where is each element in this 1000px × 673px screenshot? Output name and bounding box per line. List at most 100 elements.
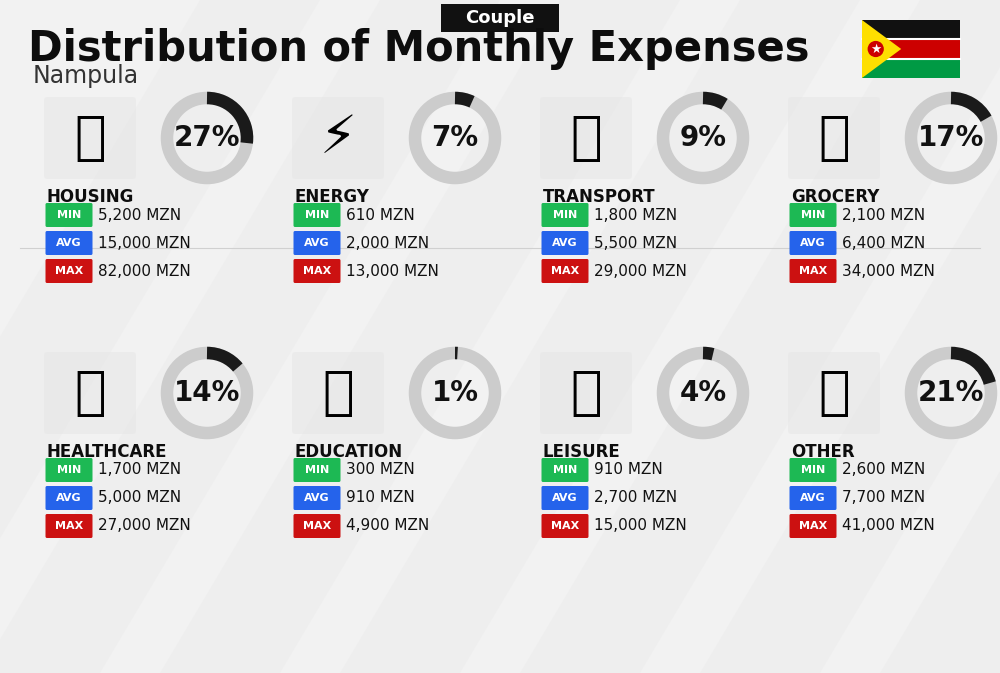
Text: 2,600 MZN: 2,600 MZN xyxy=(842,462,925,478)
FancyBboxPatch shape xyxy=(46,458,92,482)
FancyBboxPatch shape xyxy=(790,203,836,227)
Text: MIN: MIN xyxy=(57,465,81,475)
Text: 5,500 MZN: 5,500 MZN xyxy=(594,236,677,250)
Text: 610 MZN: 610 MZN xyxy=(346,207,415,223)
Text: 🎓: 🎓 xyxy=(322,367,354,419)
FancyBboxPatch shape xyxy=(294,514,340,538)
FancyBboxPatch shape xyxy=(862,39,960,59)
FancyBboxPatch shape xyxy=(294,458,340,482)
Text: MIN: MIN xyxy=(57,210,81,220)
Text: 27%: 27% xyxy=(174,124,240,152)
FancyBboxPatch shape xyxy=(294,231,340,255)
FancyBboxPatch shape xyxy=(540,352,632,434)
Text: 🏥: 🏥 xyxy=(74,367,106,419)
FancyBboxPatch shape xyxy=(862,20,960,78)
FancyBboxPatch shape xyxy=(46,486,92,510)
Text: AVG: AVG xyxy=(304,238,330,248)
Text: MIN: MIN xyxy=(801,210,825,220)
Text: MAX: MAX xyxy=(303,521,331,531)
Text: 1,700 MZN: 1,700 MZN xyxy=(98,462,181,478)
FancyBboxPatch shape xyxy=(292,97,384,179)
FancyBboxPatch shape xyxy=(294,486,340,510)
Text: MAX: MAX xyxy=(303,266,331,276)
Text: 5,200 MZN: 5,200 MZN xyxy=(98,207,181,223)
Text: 🛒: 🛒 xyxy=(818,112,850,164)
Text: 34,000 MZN: 34,000 MZN xyxy=(842,264,935,279)
FancyBboxPatch shape xyxy=(44,97,136,179)
Text: MIN: MIN xyxy=(305,465,329,475)
Text: MAX: MAX xyxy=(551,266,579,276)
FancyBboxPatch shape xyxy=(790,231,836,255)
Text: 2,000 MZN: 2,000 MZN xyxy=(346,236,429,250)
Text: 1%: 1% xyxy=(432,379,479,407)
Text: AVG: AVG xyxy=(56,493,82,503)
Text: MAX: MAX xyxy=(55,521,83,531)
Text: 300 MZN: 300 MZN xyxy=(346,462,415,478)
Text: 1,800 MZN: 1,800 MZN xyxy=(594,207,677,223)
FancyBboxPatch shape xyxy=(441,4,559,32)
Text: 7%: 7% xyxy=(431,124,479,152)
Text: 82,000 MZN: 82,000 MZN xyxy=(98,264,191,279)
Polygon shape xyxy=(520,0,1000,673)
Text: EDUCATION: EDUCATION xyxy=(295,443,403,461)
FancyBboxPatch shape xyxy=(862,20,960,39)
Text: MIN: MIN xyxy=(801,465,825,475)
Text: 4,900 MZN: 4,900 MZN xyxy=(346,518,429,534)
FancyBboxPatch shape xyxy=(542,259,588,283)
Text: 2,100 MZN: 2,100 MZN xyxy=(842,207,925,223)
Text: ★: ★ xyxy=(870,42,881,55)
Text: AVG: AVG xyxy=(56,238,82,248)
FancyBboxPatch shape xyxy=(294,203,340,227)
Text: TRANSPORT: TRANSPORT xyxy=(543,188,656,206)
Text: 🏢: 🏢 xyxy=(74,112,106,164)
Text: ENERGY: ENERGY xyxy=(295,188,370,206)
Text: HOUSING: HOUSING xyxy=(47,188,134,206)
Text: 41,000 MZN: 41,000 MZN xyxy=(842,518,935,534)
FancyBboxPatch shape xyxy=(790,259,836,283)
FancyBboxPatch shape xyxy=(294,259,340,283)
Text: 13,000 MZN: 13,000 MZN xyxy=(346,264,439,279)
FancyBboxPatch shape xyxy=(46,203,92,227)
Text: 9%: 9% xyxy=(680,124,726,152)
FancyBboxPatch shape xyxy=(790,458,836,482)
Text: Nampula: Nampula xyxy=(33,64,139,88)
Polygon shape xyxy=(0,0,500,673)
Text: Distribution of Monthly Expenses: Distribution of Monthly Expenses xyxy=(28,28,810,70)
Text: 6,400 MZN: 6,400 MZN xyxy=(842,236,925,250)
Text: MAX: MAX xyxy=(799,521,827,531)
Text: GROCERY: GROCERY xyxy=(791,188,879,206)
Text: MIN: MIN xyxy=(305,210,329,220)
FancyBboxPatch shape xyxy=(788,97,880,179)
FancyBboxPatch shape xyxy=(542,486,588,510)
Polygon shape xyxy=(0,0,320,673)
Text: AVG: AVG xyxy=(552,238,578,248)
FancyBboxPatch shape xyxy=(44,352,136,434)
FancyBboxPatch shape xyxy=(46,259,92,283)
FancyBboxPatch shape xyxy=(542,458,588,482)
Text: 7,700 MZN: 7,700 MZN xyxy=(842,491,925,505)
Text: LEISURE: LEISURE xyxy=(543,443,621,461)
FancyBboxPatch shape xyxy=(542,231,588,255)
Text: Couple: Couple xyxy=(465,9,535,27)
Text: 910 MZN: 910 MZN xyxy=(346,491,415,505)
Text: 4%: 4% xyxy=(679,379,727,407)
Polygon shape xyxy=(700,0,1000,673)
Text: 🛍: 🛍 xyxy=(570,367,602,419)
Text: 17%: 17% xyxy=(918,124,984,152)
Text: MAX: MAX xyxy=(799,266,827,276)
FancyBboxPatch shape xyxy=(542,514,588,538)
Text: 🚌: 🚌 xyxy=(570,112,602,164)
Text: 27,000 MZN: 27,000 MZN xyxy=(98,518,191,534)
Polygon shape xyxy=(160,0,680,673)
Text: OTHER: OTHER xyxy=(791,443,855,461)
Text: 21%: 21% xyxy=(918,379,984,407)
FancyBboxPatch shape xyxy=(790,514,836,538)
Polygon shape xyxy=(880,0,1000,673)
Text: 💰: 💰 xyxy=(818,367,850,419)
FancyBboxPatch shape xyxy=(788,352,880,434)
Text: MAX: MAX xyxy=(55,266,83,276)
Text: AVG: AVG xyxy=(552,493,578,503)
Text: 15,000 MZN: 15,000 MZN xyxy=(594,518,687,534)
Text: ⚡: ⚡ xyxy=(320,112,356,164)
Text: 14%: 14% xyxy=(174,379,240,407)
